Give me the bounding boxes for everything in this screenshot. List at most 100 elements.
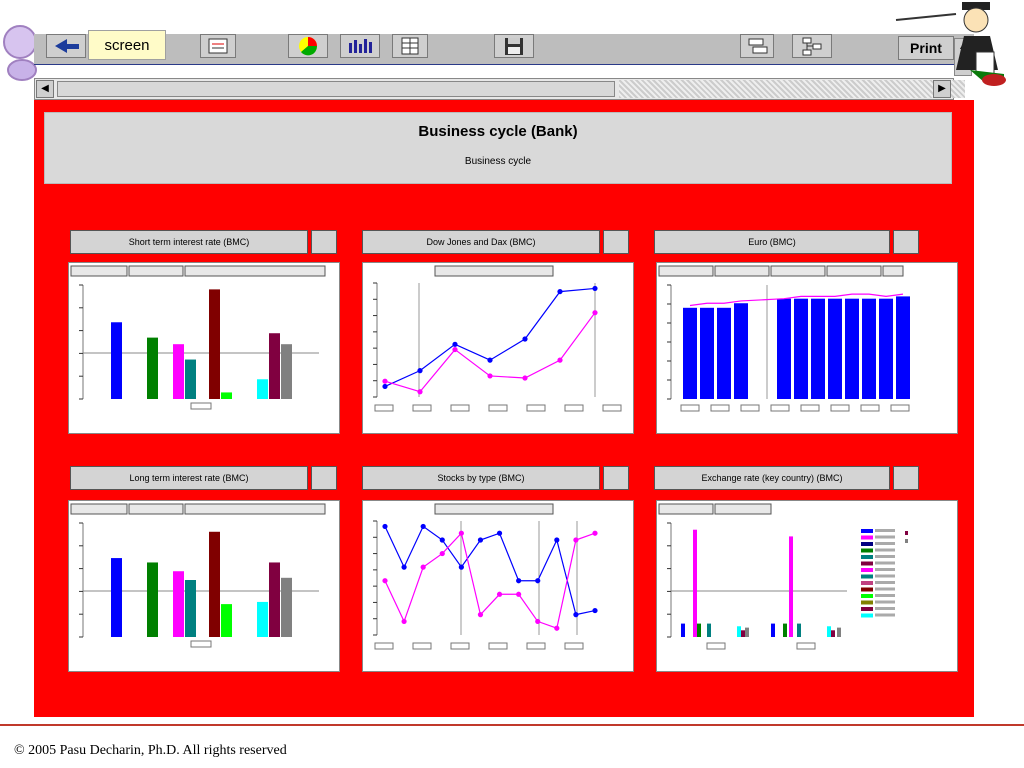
data-point bbox=[554, 625, 560, 631]
chart-title-long-term[interactable]: Long term interest rate (BMC) bbox=[70, 466, 308, 490]
data-point bbox=[496, 591, 503, 597]
structure-button[interactable] bbox=[740, 34, 774, 58]
data-point bbox=[417, 368, 423, 374]
chart-bar bbox=[173, 571, 184, 637]
x-tick-label bbox=[740, 404, 760, 412]
filter-dropdown bbox=[770, 265, 826, 277]
legend-swatch bbox=[861, 555, 873, 559]
chart-panel-exchange bbox=[656, 500, 958, 672]
legend-swatch bbox=[861, 607, 873, 611]
horizontal-scrollbar[interactable]: ◀ ▶ bbox=[34, 78, 965, 100]
filter-dropdown bbox=[128, 265, 184, 277]
data-point bbox=[477, 612, 484, 618]
chart-bar bbox=[828, 298, 842, 399]
x-tick-label bbox=[706, 642, 726, 650]
legend-label bbox=[875, 613, 895, 617]
chart-options-button[interactable] bbox=[893, 466, 919, 490]
notes-button[interactable] bbox=[200, 34, 236, 58]
filter-dropdown bbox=[184, 265, 326, 277]
chart-options-button[interactable] bbox=[893, 230, 919, 254]
scroll-left-icon[interactable]: ◀ bbox=[36, 80, 54, 98]
legend-swatch bbox=[861, 600, 873, 605]
data-point bbox=[382, 523, 388, 530]
filter-dropdown bbox=[184, 503, 326, 515]
legend-label bbox=[875, 548, 895, 552]
data-point bbox=[420, 564, 426, 570]
data-point bbox=[516, 578, 522, 584]
back-button[interactable] bbox=[46, 34, 86, 58]
legend-swatch bbox=[861, 587, 873, 592]
series-line bbox=[384, 525, 596, 616]
x-tick-label bbox=[412, 404, 432, 412]
data-point bbox=[592, 285, 598, 292]
legend-swatch bbox=[861, 568, 873, 572]
chart-options-button[interactable] bbox=[311, 466, 337, 490]
data-point bbox=[592, 310, 598, 316]
filter-dropdown bbox=[658, 265, 714, 277]
chart-bar bbox=[737, 626, 741, 637]
chart-title-dow-dax[interactable]: Dow Jones and Dax (BMC) bbox=[362, 230, 600, 254]
print-button[interactable]: Print bbox=[898, 36, 954, 60]
x-tick-label bbox=[374, 404, 394, 412]
chart-bar bbox=[707, 623, 711, 637]
scroll-right-icon[interactable]: ▶ bbox=[933, 80, 951, 98]
previous-screen-button[interactable]: screen bbox=[88, 30, 166, 60]
chart-bar bbox=[862, 298, 876, 399]
long-term-rate-chart bbox=[70, 503, 326, 648]
chart-panel-long-term bbox=[68, 500, 340, 672]
save-button[interactable] bbox=[494, 34, 534, 58]
x-tick-label bbox=[190, 640, 212, 648]
legend-swatch bbox=[861, 548, 873, 553]
data-point bbox=[487, 373, 493, 379]
bar-chart-button[interactable] bbox=[340, 34, 380, 58]
chart-options-button[interactable] bbox=[603, 466, 629, 490]
x-tick-label bbox=[374, 642, 394, 650]
data-point bbox=[382, 383, 388, 390]
pie-chart-button[interactable] bbox=[288, 34, 328, 58]
chart-title-exchange[interactable]: Exchange rate (key country) (BMC) bbox=[654, 466, 890, 490]
chart-options-button[interactable] bbox=[603, 230, 629, 254]
euro-chart bbox=[658, 265, 910, 412]
chart-bar bbox=[896, 296, 910, 399]
data-point bbox=[592, 530, 598, 536]
chart-title-stocks[interactable]: Stocks by type (BMC) bbox=[362, 466, 600, 490]
data-point bbox=[420, 523, 426, 530]
scrollbar-thumb[interactable] bbox=[57, 81, 615, 97]
chart-bar bbox=[831, 630, 835, 637]
x-tick-label bbox=[450, 404, 470, 412]
chart-bar bbox=[827, 626, 831, 637]
legend-swatch bbox=[861, 535, 873, 540]
x-tick-label bbox=[796, 642, 816, 650]
chart-bar bbox=[811, 298, 825, 399]
table-button[interactable] bbox=[392, 34, 428, 58]
hierarchy-icon bbox=[802, 37, 822, 56]
save-icon bbox=[505, 38, 523, 55]
short-term-rate-chart bbox=[70, 265, 326, 410]
legend-swatch bbox=[861, 529, 873, 533]
scrollbar-track[interactable] bbox=[619, 80, 965, 98]
data-point bbox=[417, 389, 423, 395]
series-line bbox=[384, 531, 596, 630]
x-tick-label bbox=[770, 404, 790, 412]
chart-options-button[interactable] bbox=[311, 230, 337, 254]
legend-label bbox=[875, 600, 895, 604]
chart-bar bbox=[173, 344, 184, 399]
hierarchy-button[interactable] bbox=[792, 34, 832, 58]
x-tick-label bbox=[488, 642, 508, 650]
data-point bbox=[557, 357, 563, 363]
legend-swatch bbox=[861, 542, 873, 546]
data-point bbox=[522, 375, 528, 381]
chart-bar bbox=[789, 536, 793, 637]
filter-dropdown bbox=[128, 503, 184, 515]
chart-bar bbox=[147, 337, 158, 399]
chart-bar bbox=[221, 604, 232, 637]
chart-title-euro[interactable]: Euro (BMC) bbox=[654, 230, 890, 254]
chart-bar bbox=[734, 303, 748, 399]
data-point bbox=[439, 550, 445, 557]
chart-panel-stocks bbox=[362, 500, 634, 672]
chart-bar bbox=[845, 298, 859, 399]
data-point bbox=[535, 618, 541, 625]
chart-title-short-term[interactable]: Short term interest rate (BMC) bbox=[70, 230, 308, 254]
legend-label bbox=[875, 561, 895, 565]
footer-divider bbox=[0, 724, 1024, 726]
